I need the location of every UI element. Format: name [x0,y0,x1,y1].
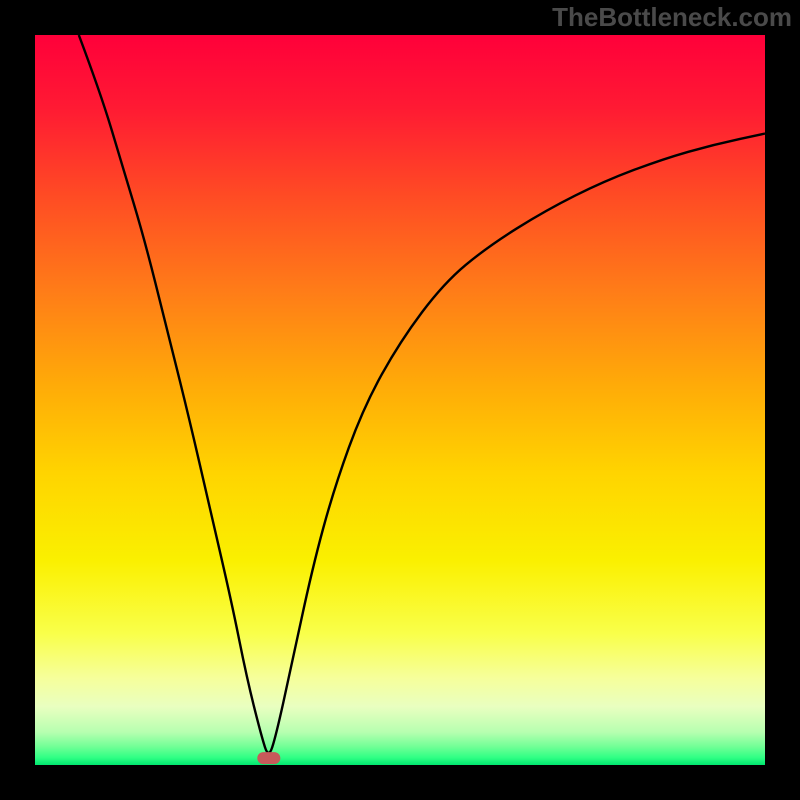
plot-area [35,35,765,765]
watermark-text: TheBottleneck.com [552,0,800,33]
minimum-marker [257,753,280,765]
bottleneck-curve [35,35,765,765]
chart-root: TheBottleneck.com [0,0,800,800]
curve-path [79,35,765,753]
